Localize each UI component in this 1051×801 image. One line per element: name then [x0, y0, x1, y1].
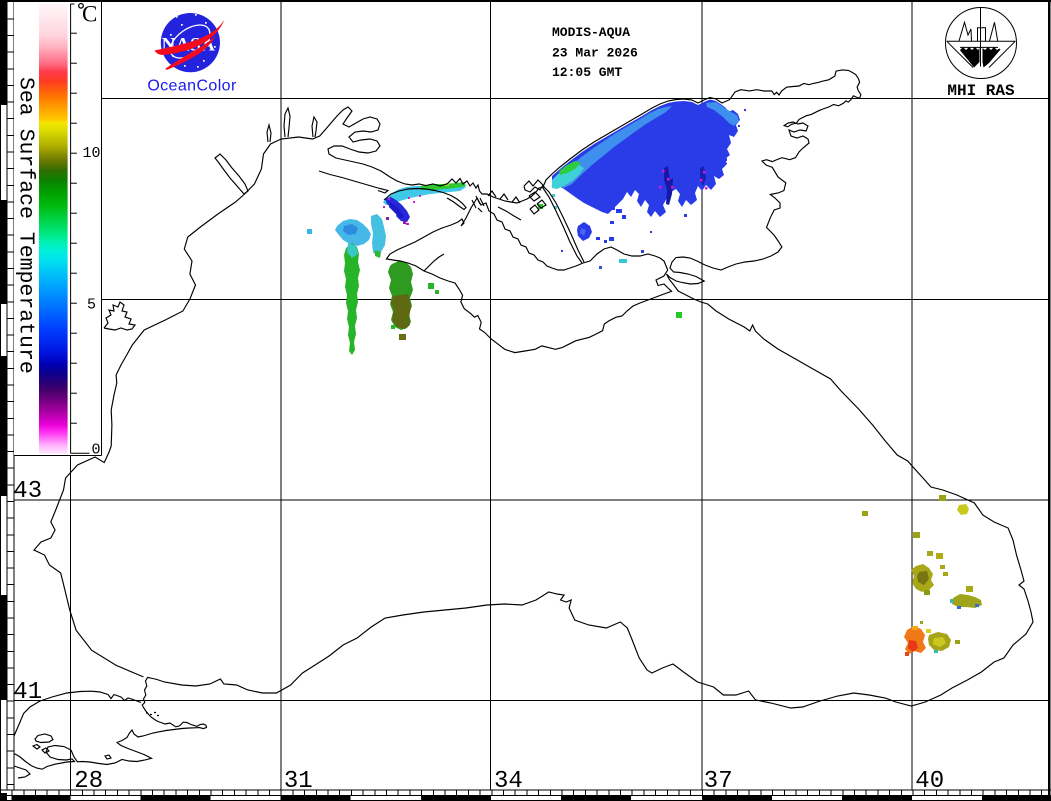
- svg-text:41: 41: [13, 679, 42, 706]
- svg-text:31: 31: [284, 768, 313, 795]
- svg-text:OceanColor: OceanColor: [147, 78, 237, 95]
- svg-text:37: 37: [704, 768, 733, 795]
- svg-text:0: 0: [92, 442, 101, 459]
- svg-text:Sea Surface Temperature: Sea Surface Temperature: [14, 77, 38, 374]
- svg-text:43: 43: [13, 478, 42, 505]
- svg-text:40: 40: [915, 768, 944, 795]
- svg-text:10: 10: [83, 145, 101, 162]
- svg-text:34: 34: [494, 768, 523, 795]
- svg-text:MHI RAS: MHI RAS: [947, 82, 1015, 100]
- svg-text:5: 5: [87, 297, 96, 314]
- svg-text:MODIS-AQUA: MODIS-AQUA: [552, 25, 630, 40]
- svg-text:12:05 GMT: 12:05 GMT: [552, 65, 622, 80]
- svg-text:28: 28: [74, 768, 103, 795]
- svg-text:C: C: [82, 2, 97, 27]
- svg-text:23 Mar 2026: 23 Mar 2026: [552, 46, 638, 61]
